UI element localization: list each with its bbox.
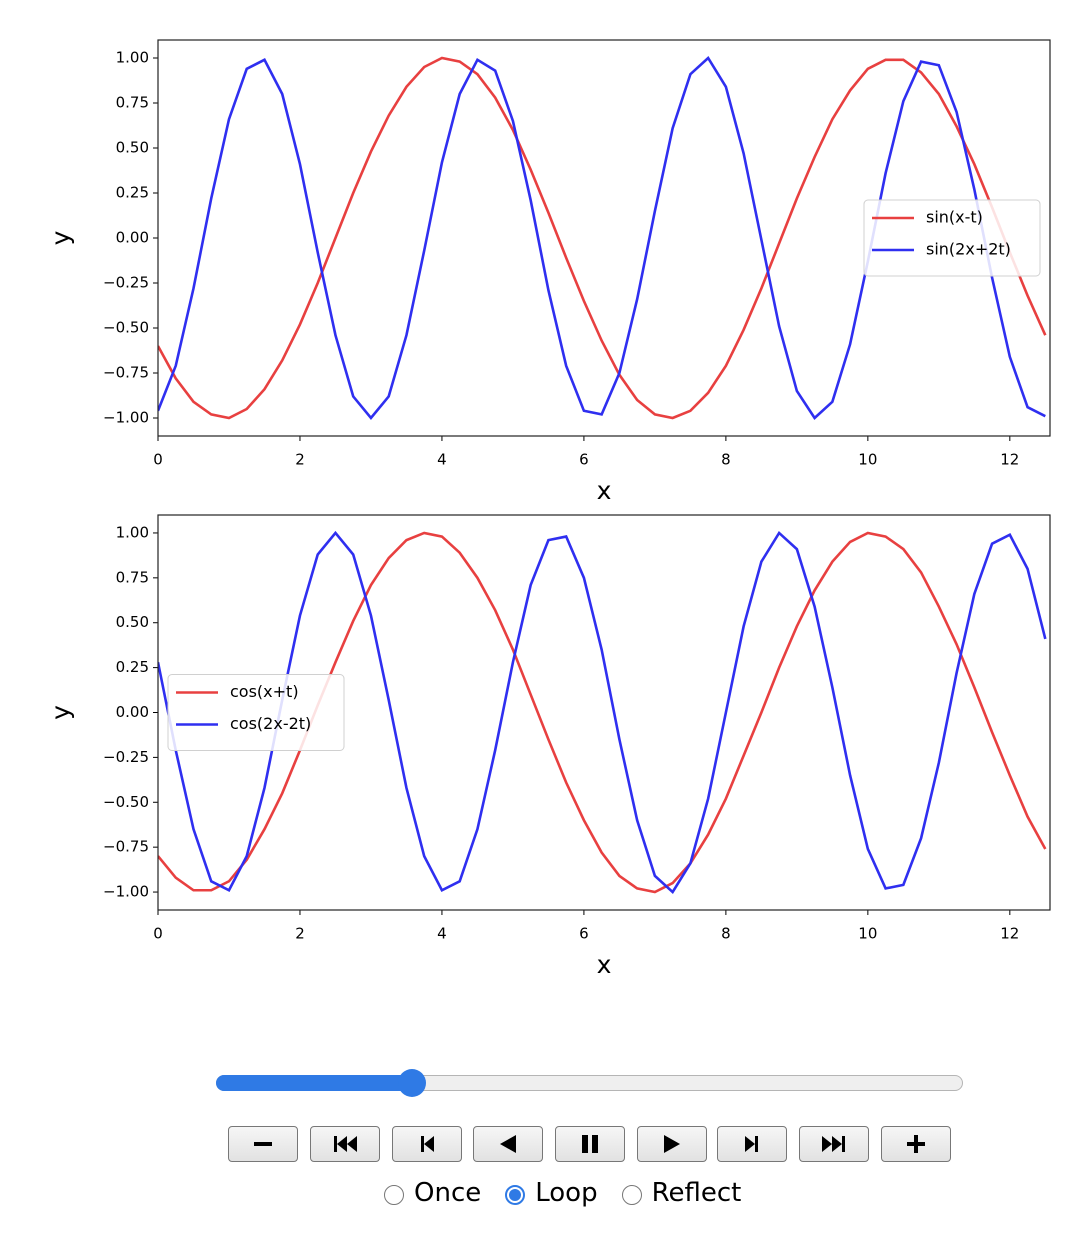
y-tick-label: 1.00 — [116, 523, 149, 541]
x-tick-label: 4 — [437, 925, 447, 943]
x-tick-label: 4 — [437, 451, 447, 469]
x-tick-label: 12 — [1000, 925, 1019, 943]
mode-label: Once — [414, 1178, 482, 1208]
x-tick-label: 10 — [858, 925, 877, 943]
x-tick-label: 2 — [295, 925, 305, 943]
icon — [745, 1136, 758, 1152]
y-tick-label: 0.25 — [116, 658, 149, 676]
icon — [822, 1136, 845, 1152]
y-tick-label: 0.00 — [116, 229, 149, 247]
x-tick-label: 6 — [579, 451, 589, 469]
x-tick-label: 12 — [1000, 451, 1019, 469]
radio[interactable] — [505, 1185, 526, 1205]
slower-button[interactable] — [228, 1126, 298, 1162]
x-axis-label: x — [597, 476, 612, 505]
radio[interactable] — [621, 1185, 642, 1205]
reverse-button[interactable] — [473, 1126, 543, 1162]
charts: −1.00 −0.75 −0.50 −0.25 0.00 0.25 0.50 0.75 1.00… — [46, 39, 1051, 979]
legend-label: cos(x+t) — [230, 682, 299, 701]
icon — [421, 1136, 434, 1152]
first-button[interactable] — [310, 1126, 380, 1162]
y-tick-label: 0.75 — [116, 94, 149, 112]
y-tick-label: −1.00 — [103, 883, 149, 901]
y-tick-label: −0.75 — [103, 838, 149, 856]
legend-label: sin(2x+2t) — [926, 240, 1011, 259]
plot-frame — [157, 39, 1051, 437]
y-tick-label: 0.25 — [116, 184, 149, 202]
icon — [334, 1136, 357, 1152]
slider-fill — [216, 1075, 413, 1091]
y-tick-label: 0.75 — [116, 568, 149, 586]
x-tick-label: 10 — [858, 451, 877, 469]
y-tick-label: −0.75 — [103, 364, 149, 382]
icon — [664, 1135, 680, 1153]
icon — [500, 1135, 516, 1153]
x-tick-label: 8 — [721, 925, 731, 943]
slider-thumb[interactable] — [398, 1069, 426, 1097]
mode-option[interactable]: Once — [384, 1178, 481, 1208]
radio[interactable] — [384, 1185, 404, 1205]
y-tick-label: 1.00 — [116, 49, 149, 67]
frame-slider[interactable] — [216, 1069, 963, 1097]
mode-option[interactable]: Loop — [505, 1178, 598, 1208]
last-button[interactable] — [799, 1126, 869, 1162]
x-tick-label: 0 — [153, 925, 163, 943]
icon — [254, 1142, 272, 1146]
x-axis-label: x — [597, 950, 612, 979]
series-line — [158, 530, 1047, 895]
playback-modes: Once Loop Reflect — [384, 1178, 765, 1208]
pause-button[interactable] — [555, 1126, 625, 1162]
x-tick-label: 8 — [721, 451, 731, 469]
legend-label: cos(2x-2t) — [230, 714, 311, 733]
y-tick-label: 0.50 — [116, 139, 149, 157]
x-tick-label: 0 — [153, 451, 163, 469]
x-tick-label: 2 — [295, 451, 305, 469]
legend-label: sin(x-t) — [926, 208, 983, 227]
y-tick-label: 0.50 — [116, 613, 149, 631]
y-tick-label: 0.00 — [116, 703, 149, 721]
series-line — [158, 55, 1046, 421]
y-tick-label: −0.25 — [103, 748, 149, 766]
previous-button[interactable] — [392, 1126, 462, 1162]
y-tick-label: −0.25 — [103, 274, 149, 292]
icon — [907, 1135, 925, 1153]
y-tick-label: −0.50 — [103, 319, 149, 337]
y-tick-label: −1.00 — [103, 409, 149, 427]
mode-label: Reflect — [651, 1178, 742, 1208]
next-button[interactable] — [717, 1126, 787, 1162]
mode-option[interactable]: Reflect — [621, 1178, 742, 1208]
y-axis-label: y — [46, 705, 75, 720]
x-tick-label: 6 — [579, 925, 589, 943]
mode-label: Loop — [535, 1178, 598, 1208]
icon — [582, 1135, 598, 1153]
series-line — [158, 56, 1047, 420]
y-axis-label: y — [46, 230, 75, 245]
faster-button[interactable] — [881, 1126, 951, 1162]
y-tick-label: −0.50 — [103, 793, 149, 811]
play-button[interactable] — [637, 1126, 707, 1162]
plot-frame — [157, 514, 1051, 911]
